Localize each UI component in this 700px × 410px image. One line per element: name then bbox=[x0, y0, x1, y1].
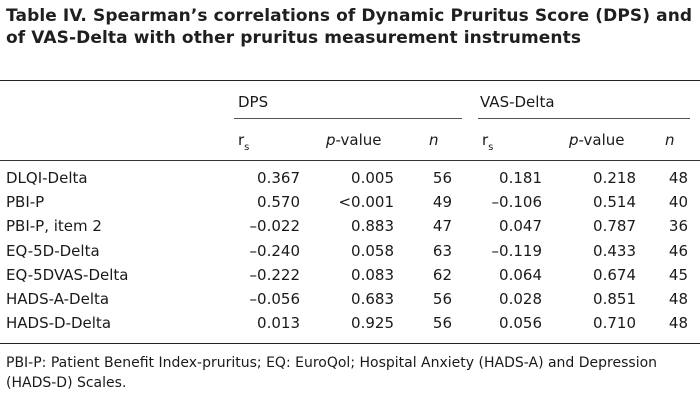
cell-vas-n: 45 bbox=[668, 265, 688, 284]
header-rule bbox=[0, 160, 700, 161]
cell-dps-rs: –0.056 bbox=[249, 290, 300, 308]
row-label: EQ-5DVAS-Delta bbox=[6, 265, 129, 284]
row-label: HADS-A-Delta bbox=[6, 290, 110, 308]
cell-vas-rs: 0.056 bbox=[499, 314, 542, 333]
group-header-dps: DPS bbox=[238, 93, 269, 111]
cell-vas-n: 48 bbox=[668, 169, 688, 187]
group-header-vas: VAS-Delta bbox=[480, 93, 555, 111]
cell-vas-rs: 0.028 bbox=[499, 290, 542, 308]
cell-dps-n: 47 bbox=[432, 217, 452, 236]
cell-vas-rs: –0.119 bbox=[491, 241, 542, 260]
cell-vas-rs: –0.106 bbox=[491, 193, 542, 212]
row-label: HADS-D-Delta bbox=[6, 314, 112, 333]
cell-dps-p: 0.883 bbox=[351, 217, 394, 236]
cell-vas-p: 0.674 bbox=[593, 265, 636, 284]
cell-vas-p: 0.710 bbox=[593, 314, 636, 333]
cell-vas-n: 46 bbox=[668, 241, 688, 260]
cell-vas-n: 48 bbox=[668, 290, 688, 308]
cell-dps-rs: –0.240 bbox=[249, 241, 300, 260]
cell-dps-p: 0.083 bbox=[351, 265, 394, 284]
row-label: PBI-P bbox=[6, 193, 45, 212]
cell-dps-rs: –0.222 bbox=[249, 265, 300, 284]
cell-dps-rs: 0.367 bbox=[257, 169, 300, 187]
table-footnote: PBI-P: Patient Benefit Index-pruritus; E… bbox=[6, 355, 658, 391]
cell-vas-p: 0.514 bbox=[593, 193, 636, 212]
cell-vas-n: 48 bbox=[668, 314, 688, 333]
group-rule-dps bbox=[234, 118, 462, 119]
cell-vas-p: 0.433 bbox=[593, 241, 636, 260]
cell-vas-n: 40 bbox=[668, 193, 688, 212]
row-label: PBI-P, item 2 bbox=[6, 217, 102, 236]
group-rule-vas bbox=[478, 118, 690, 119]
row-label: EQ-5D-Delta bbox=[6, 241, 100, 260]
bottom-rule bbox=[0, 343, 700, 344]
col-header-dps-p: p-value bbox=[326, 131, 382, 149]
cell-dps-n: 56 bbox=[432, 290, 452, 308]
col-header-dps-rs: rs bbox=[238, 131, 250, 153]
cell-dps-n: 62 bbox=[432, 265, 452, 284]
cell-dps-rs: 0.570 bbox=[257, 193, 300, 212]
cell-vas-p: 0.787 bbox=[593, 217, 636, 236]
cell-dps-n: 56 bbox=[432, 314, 452, 333]
col-header-vas-rs: rs bbox=[482, 131, 494, 153]
cell-dps-n: 56 bbox=[432, 169, 452, 187]
row-label: DLQI-Delta bbox=[6, 169, 88, 187]
cell-dps-p: 0.925 bbox=[351, 314, 394, 333]
cell-vas-p: 0.218 bbox=[593, 169, 636, 187]
cell-dps-n: 49 bbox=[432, 193, 452, 212]
cell-dps-p: 0.058 bbox=[351, 241, 394, 260]
cell-vas-rs: 0.181 bbox=[499, 169, 542, 187]
col-header-dps-n: n bbox=[429, 131, 439, 149]
cell-dps-p: 0.683 bbox=[351, 290, 394, 308]
top-rule bbox=[0, 80, 700, 81]
cell-dps-p: <0.001 bbox=[338, 193, 394, 212]
cell-dps-p: 0.005 bbox=[351, 169, 394, 187]
cell-dps-n: 63 bbox=[432, 241, 452, 260]
col-header-vas-p: p-value bbox=[569, 131, 625, 149]
cell-vas-n: 36 bbox=[668, 217, 688, 236]
cell-vas-p: 0.851 bbox=[593, 290, 636, 308]
cell-vas-rs: 0.064 bbox=[499, 265, 542, 284]
col-header-vas-n: n bbox=[665, 131, 675, 149]
cell-dps-rs: 0.013 bbox=[257, 314, 300, 333]
cell-vas-rs: 0.047 bbox=[499, 217, 542, 236]
table-title: Table IV. Spearman’s correlations of Dyn… bbox=[6, 6, 693, 48]
cell-dps-rs: –0.022 bbox=[249, 217, 300, 236]
